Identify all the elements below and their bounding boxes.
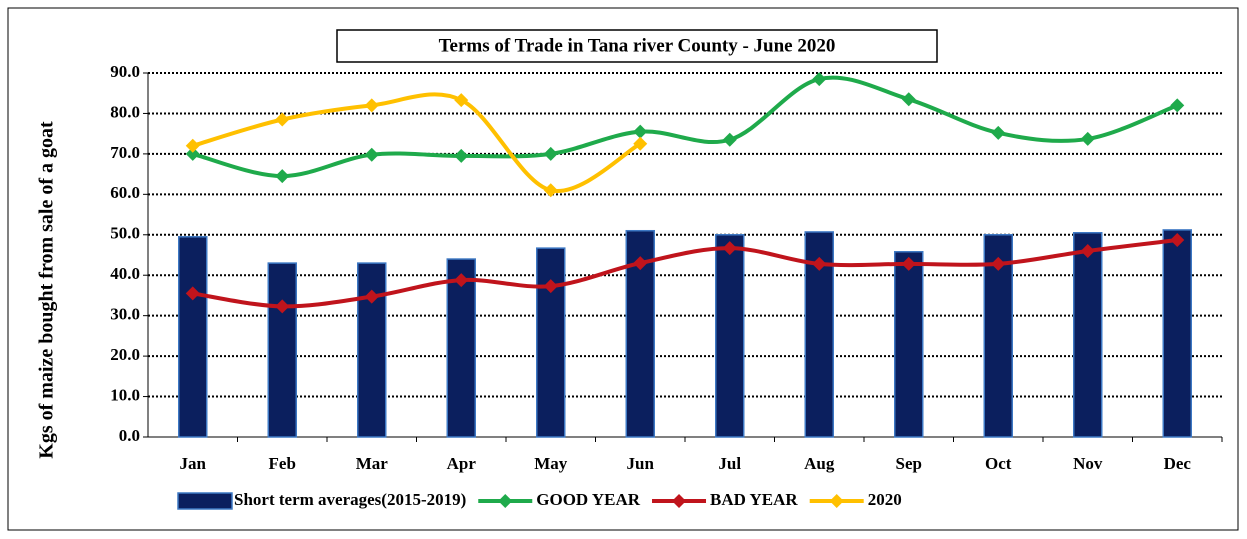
y-tick-label: 20.0 — [110, 345, 140, 364]
bar — [1073, 232, 1103, 438]
x-tick-label: Jun — [627, 454, 655, 473]
marker — [722, 241, 737, 256]
x-tick-label: Apr — [447, 454, 477, 473]
marker — [364, 98, 379, 113]
marker — [185, 146, 200, 161]
marker — [901, 256, 916, 271]
marker — [185, 138, 200, 153]
bar — [178, 236, 208, 438]
y-tick-label: 30.0 — [110, 305, 140, 324]
y-tick-label: 50.0 — [110, 224, 140, 243]
marker — [185, 286, 200, 301]
legend-marker — [829, 494, 844, 508]
line — [192, 238, 1178, 309]
marker — [1080, 243, 1095, 258]
marker — [454, 93, 469, 108]
y-axis-label: Kgs of maize bought from sale of a goat — [36, 121, 58, 459]
marker — [454, 273, 469, 288]
legend-swatch — [177, 492, 233, 510]
y-tick-label: 10.0 — [110, 385, 140, 404]
bar — [715, 234, 745, 438]
marker — [633, 256, 648, 271]
y-tick-label: 60.0 — [110, 183, 140, 202]
bar — [267, 262, 297, 438]
x-tick-label: Jul — [718, 454, 741, 473]
marker — [364, 147, 379, 162]
y-tick-label: 70.0 — [110, 143, 140, 162]
marker — [275, 299, 290, 314]
y-tick-label: 40.0 — [110, 264, 140, 283]
legend-label: Short term averages(2015-2019) — [234, 490, 466, 509]
title-box — [336, 29, 938, 63]
legend-marker — [498, 494, 513, 508]
marker — [364, 289, 379, 304]
marker — [633, 136, 648, 151]
marker — [275, 169, 290, 184]
y-tick-label: 0.0 — [119, 426, 140, 445]
x-tick-label: Oct — [985, 454, 1012, 473]
x-tick-label: Nov — [1073, 454, 1103, 473]
chart-title: Terms of Trade in Tana river County - Ju… — [439, 35, 836, 56]
marker — [812, 256, 827, 271]
bar — [894, 251, 924, 438]
x-tick-label: Feb — [269, 454, 296, 473]
marker — [1170, 233, 1185, 248]
x-tick-label: Sep — [896, 454, 922, 473]
marker — [454, 148, 469, 163]
marker — [991, 125, 1006, 140]
legend-label: GOOD YEAR — [536, 490, 640, 509]
x-tick-label: Jan — [180, 454, 207, 473]
x-tick-label: May — [534, 454, 568, 473]
line — [192, 75, 1178, 179]
marker — [543, 146, 558, 161]
marker — [812, 72, 827, 87]
x-tick-label: Mar — [356, 454, 389, 473]
marker — [991, 256, 1006, 271]
marker — [722, 132, 737, 147]
marker — [543, 279, 558, 294]
x-tick-label: Aug — [804, 454, 835, 473]
bar — [536, 247, 566, 438]
bar — [446, 258, 476, 438]
y-tick-label: 80.0 — [110, 102, 140, 121]
bar — [357, 262, 387, 438]
legend-label: 2020 — [868, 490, 902, 509]
y-tick-label: 90.0 — [110, 62, 140, 81]
marker — [633, 124, 648, 139]
marker — [1080, 131, 1095, 146]
x-tick-label: Dec — [1164, 454, 1192, 473]
marker — [275, 112, 290, 127]
marker — [901, 92, 916, 107]
marker — [543, 183, 558, 198]
marker — [1170, 98, 1185, 113]
bar — [1162, 229, 1192, 438]
legend-marker — [672, 494, 687, 508]
legend-label: BAD YEAR — [710, 490, 798, 509]
